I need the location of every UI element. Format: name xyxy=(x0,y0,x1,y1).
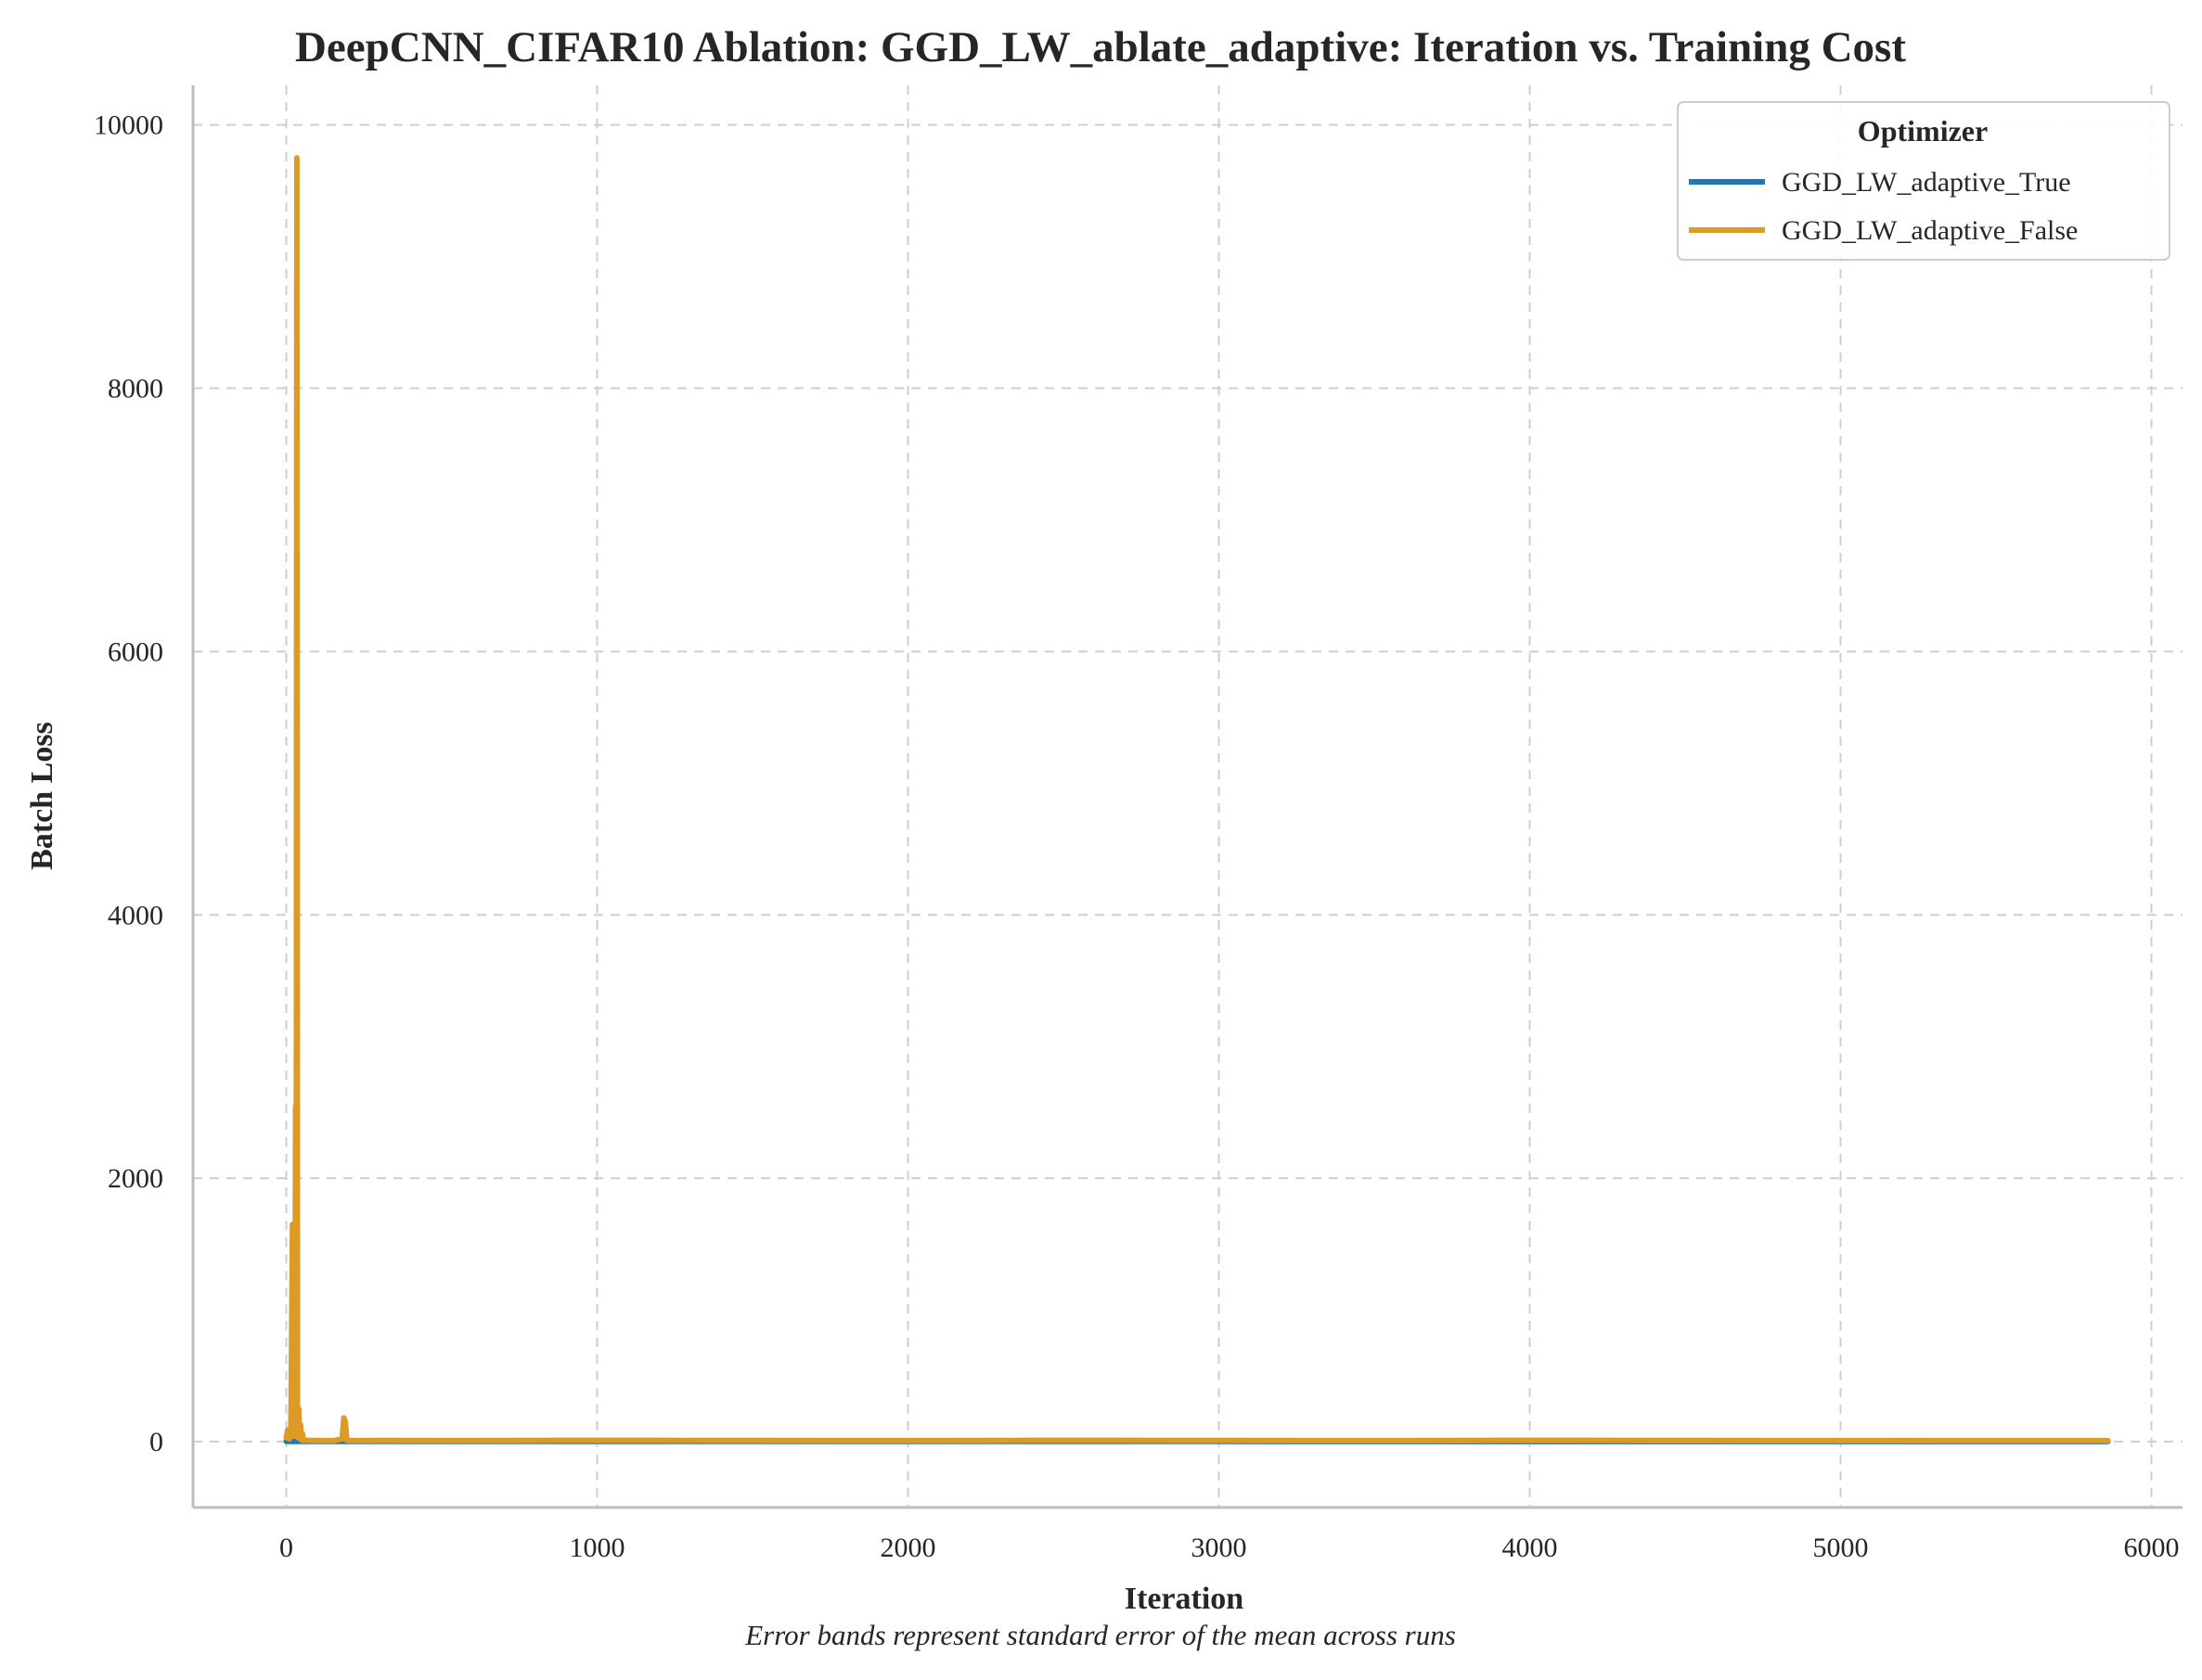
x-tick-label: 5000 xyxy=(1813,1533,1869,1563)
y-tick-label: 2000 xyxy=(108,1163,163,1194)
x-tick-label: 4000 xyxy=(1502,1533,1558,1563)
chart-caption: Error bands represent standard error of … xyxy=(744,1619,1456,1651)
x-tick-label: 0 xyxy=(279,1533,293,1563)
x-tick-label: 6000 xyxy=(2124,1533,2180,1563)
y-tick-label: 8000 xyxy=(108,373,163,404)
chart-title: DeepCNN_CIFAR10 Ablation: GGD_LW_ablate_… xyxy=(295,23,1906,71)
x-tick-label: 3000 xyxy=(1191,1533,1247,1563)
y-tick-label: 10000 xyxy=(94,110,163,141)
legend-title: Optimizer xyxy=(1858,114,1988,147)
y-tick-label: 6000 xyxy=(108,636,163,667)
x-tick-label: 1000 xyxy=(570,1533,625,1563)
y-tick-label: 0 xyxy=(149,1427,163,1457)
x-tick-label: 2000 xyxy=(881,1533,936,1563)
y-axis-label: Batch Loss xyxy=(25,722,59,870)
y-tick-label: 4000 xyxy=(108,900,163,930)
x-axis-label: Iteration xyxy=(1125,1582,1244,1616)
legend-label: GGD_LW_adaptive_True xyxy=(1782,167,2071,198)
legend: Optimizer GGD_LW_adaptive_True GGD_LW_ada… xyxy=(1678,102,2170,260)
legend-label: GGD_LW_adaptive_False xyxy=(1782,215,2078,246)
